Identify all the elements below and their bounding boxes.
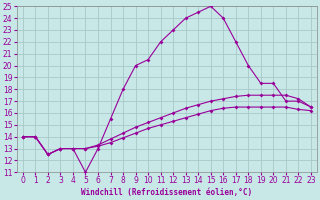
X-axis label: Windchill (Refroidissement éolien,°C): Windchill (Refroidissement éolien,°C) [81, 188, 252, 197]
